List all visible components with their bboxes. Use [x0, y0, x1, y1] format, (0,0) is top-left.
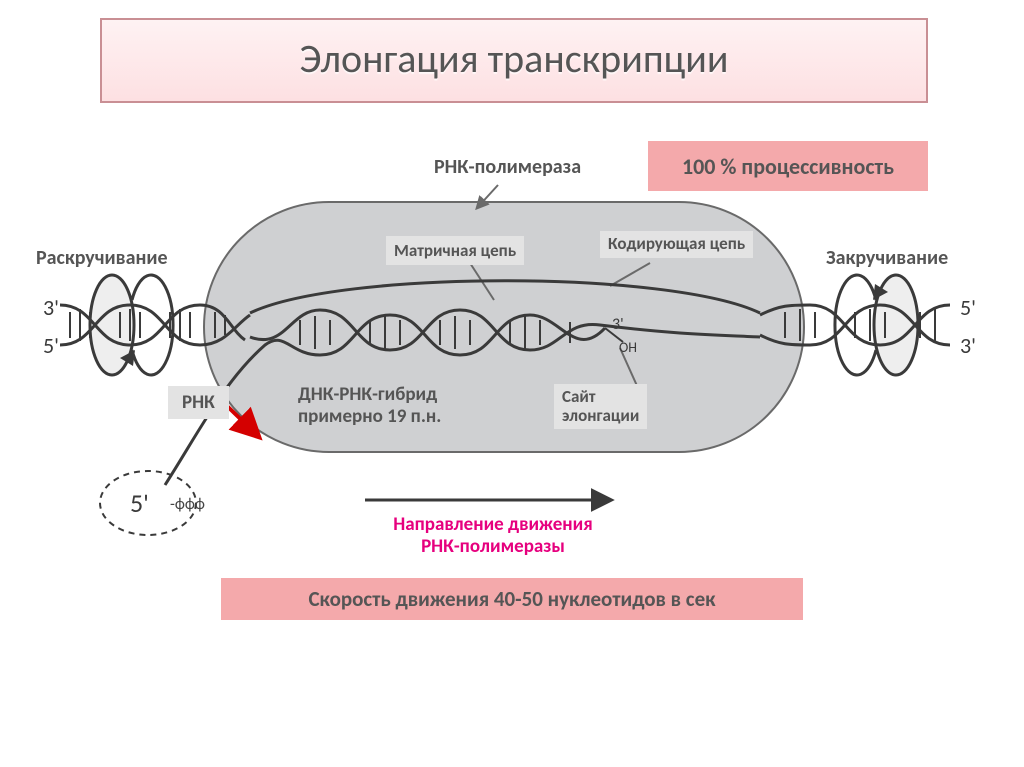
elong-line2: элонгации — [562, 407, 639, 426]
direction-label: Направление движения РНК-полимеразы — [358, 514, 628, 558]
direction-line2: РНК-полимеразы — [358, 536, 628, 558]
left-3prime: 3' — [43, 294, 59, 321]
unwinding-label: Раскручивание — [36, 246, 168, 270]
right-5prime: 5' — [960, 294, 976, 321]
rna-label: РНК — [168, 386, 229, 419]
coding-strand-text: Кодирующая цепь — [608, 233, 745, 254]
rotation-arrow-right — [835, 275, 918, 375]
left-5prime: 5' — [43, 332, 59, 359]
right-3prime: 3' — [960, 332, 976, 359]
rewinding-label: Закручивание — [826, 246, 948, 270]
direction-line1: Направление движения — [358, 514, 628, 536]
elong-line1: Сайт — [562, 388, 639, 407]
speed-box: Скорость движения 40-50 нуклеотидов в се… — [221, 578, 803, 620]
hybrid-3prime: 3' — [612, 315, 624, 334]
rna-5prime: 5' — [130, 487, 149, 519]
hybrid-line2: примерно 19 п.н. — [298, 406, 441, 428]
hybrid-label: ДНК-РНК-гибрид примерно 19 п.н. — [298, 384, 441, 428]
oh-text: OH — [619, 339, 637, 356]
processivity-box: 100 % процессивность — [648, 141, 928, 191]
hybrid-line1: ДНК-РНК-гибрид — [298, 384, 441, 406]
rna-polymerase-label: РНК-полимераза — [434, 155, 581, 179]
elongation-site-label: Сайт элонгации — [554, 384, 647, 429]
rotation-arrow-left — [90, 275, 173, 375]
coding-strand-label: Кодирующая цепь — [600, 231, 753, 258]
elongation-diagram: 3' 5' 5' 3' 3' OH 5' — [0, 0, 1024, 767]
fpp-label: -ффф — [170, 495, 205, 514]
template-strand-label: Матричная цепь — [386, 236, 524, 265]
